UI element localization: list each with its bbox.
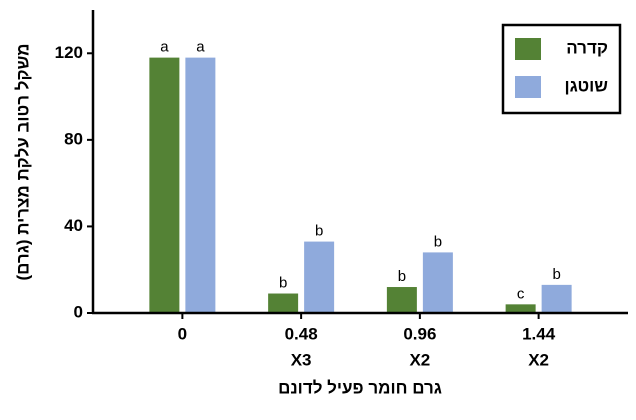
- bar-annotation: b: [552, 266, 560, 283]
- bar-annotation: c: [517, 285, 525, 302]
- bar: [149, 57, 180, 313]
- x-tick-sublabel: X2: [409, 350, 430, 369]
- bar-annotation: b: [398, 268, 406, 285]
- y-tick-label: 40: [64, 216, 83, 235]
- bar: [304, 241, 335, 313]
- bar: [505, 304, 536, 313]
- bar: [185, 57, 216, 313]
- bar: [541, 284, 572, 313]
- bar-annotation: b: [279, 274, 287, 291]
- bar: [386, 287, 417, 313]
- y-tick-label: 120: [55, 43, 83, 62]
- x-tick-sublabel: X3: [291, 350, 312, 369]
- legend-swatch: [515, 76, 541, 98]
- bar-annotation: b: [315, 223, 323, 240]
- legend-swatch: [515, 38, 541, 60]
- x-axis-title: גרם חומר פעיל לדונם: [278, 378, 442, 397]
- bar: [268, 293, 299, 313]
- bar-annotation: a: [160, 39, 169, 56]
- legend-label: שוטגן: [565, 76, 609, 95]
- bar-annotation: b: [434, 233, 442, 250]
- y-tick-label: 80: [64, 129, 83, 148]
- bar-annotation: a: [196, 39, 205, 56]
- legend-label: קדרה: [566, 38, 608, 57]
- x-tick-label: 0.48: [285, 324, 318, 343]
- x-tick-label: 0.96: [403, 324, 436, 343]
- y-tick-label: 0: [74, 302, 83, 321]
- x-tick-label: 0: [178, 324, 187, 343]
- x-tick-sublabel: X2: [528, 350, 549, 369]
- y-axis-title: משקל רטוב עלקת מצרית (גרם): [13, 44, 32, 281]
- bar: [422, 252, 453, 313]
- x-tick-label: 1.44: [522, 324, 556, 343]
